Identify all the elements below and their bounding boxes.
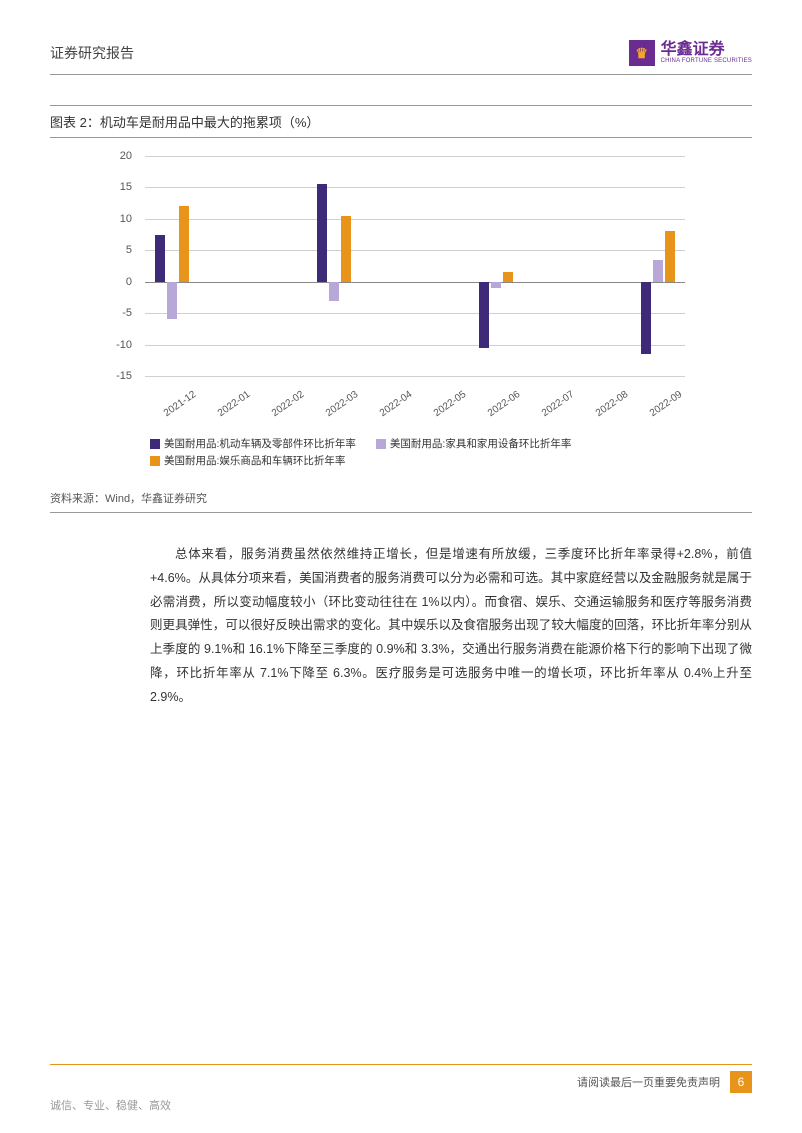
bar — [179, 206, 189, 281]
bar — [653, 260, 663, 282]
y-tick-label: 15 — [120, 181, 132, 193]
bar-chart: 20151050-5-10-15 2021-122022-012022-0220… — [90, 146, 710, 486]
y-tick-label: 5 — [126, 244, 132, 256]
footer-disclaimer: 请阅读最后一页重要免责声明 — [577, 1074, 720, 1090]
plot-area — [145, 156, 685, 376]
legend-item: 美国耐用品:机动车辆及零部件环比折年率 — [150, 436, 356, 453]
chart-legend: 美国耐用品:机动车辆及零部件环比折年率 美国耐用品:家具和家用设备环比折年率美国耐… — [150, 436, 571, 470]
legend-swatch — [150, 456, 160, 466]
logo-en: CHINA FORTUNE SECURITIES — [661, 58, 752, 64]
bar — [491, 282, 501, 288]
x-tick-label: 2022-05 — [421, 389, 468, 427]
bar — [665, 231, 675, 281]
bar — [503, 272, 513, 281]
legend-label: 美国耐用品:家具和家用设备环比折年率 — [390, 436, 571, 453]
page-footer: 请阅读最后一页重要免责声明 6 诚信、专业、稳健、高效 — [50, 1064, 752, 1113]
x-tick-label: 2022-02 — [259, 389, 306, 427]
legend-label: 美国耐用品:机动车辆及零部件环比折年率 — [164, 436, 356, 453]
x-axis-labels: 2021-122022-012022-022022-032022-042022-… — [145, 381, 685, 431]
legend-item: 美国耐用品:家具和家用设备环比折年率 — [376, 436, 571, 453]
x-tick-label: 2022-08 — [583, 389, 630, 427]
x-tick-label: 2022-04 — [367, 389, 414, 427]
header-title: 证券研究报告 — [50, 43, 134, 63]
legend-swatch — [150, 439, 160, 449]
bar — [341, 216, 351, 282]
legend-item: 美国耐用品:娱乐商品和车辆环比折年率 — [150, 453, 345, 470]
x-tick-label: 2022-07 — [529, 389, 576, 427]
chart-title: 图表 2：机动车是耐用品中最大的拖累项（%） — [50, 105, 752, 138]
x-tick-label: 2022-06 — [475, 389, 522, 427]
y-axis: 20151050-5-10-15 — [90, 156, 140, 376]
logo-cn: 华鑫证券 — [661, 42, 752, 58]
bar — [479, 282, 489, 348]
footer-motto: 诚信、专业、稳健、高效 — [50, 1097, 752, 1113]
page-header: 证券研究报告 ♛ 华鑫证券 CHINA FORTUNE SECURITIES — [50, 40, 752, 75]
bar — [155, 235, 165, 282]
bar — [317, 184, 327, 281]
y-tick-label: -5 — [122, 307, 132, 319]
logo-icon: ♛ — [629, 40, 655, 66]
x-tick-label: 2022-09 — [637, 389, 684, 427]
x-tick-label: 2022-03 — [313, 389, 360, 427]
chart-source: 资料来源：Wind，华鑫证券研究 — [50, 486, 752, 513]
bar — [641, 282, 651, 354]
y-tick-label: 0 — [126, 276, 132, 288]
y-tick-label: 10 — [120, 213, 132, 225]
x-tick-label: 2021-12 — [151, 389, 198, 427]
bar — [329, 282, 339, 301]
y-tick-label: -10 — [116, 339, 132, 351]
brand-logo: ♛ 华鑫证券 CHINA FORTUNE SECURITIES — [629, 40, 752, 66]
legend-swatch — [376, 439, 386, 449]
legend-label: 美国耐用品:娱乐商品和车辆环比折年率 — [164, 453, 345, 470]
bar — [167, 282, 177, 320]
page-number: 6 — [730, 1071, 752, 1093]
y-tick-label: 20 — [120, 150, 132, 162]
body-paragraph: 总体来看，服务消费虽然依然维持正增长，但是增速有所放缓，三季度环比折年率录得+2… — [50, 543, 752, 709]
y-tick-label: -15 — [116, 370, 132, 382]
x-tick-label: 2022-01 — [205, 389, 252, 427]
